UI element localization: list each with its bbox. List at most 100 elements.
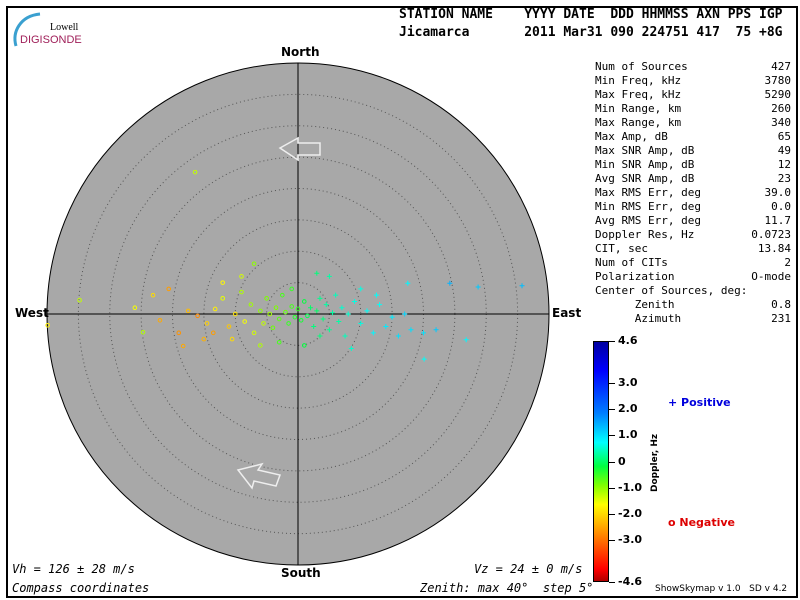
source-point-positive — [364, 308, 370, 314]
source-point-negative — [267, 311, 273, 317]
source-point-negative — [248, 302, 254, 307]
stat-row: Min Freq, kHz 3780 — [595, 74, 791, 88]
stat-value: 11.7 — [764, 214, 792, 227]
stat-label: Num of CITs — [595, 256, 668, 269]
digisonde-logo: Lowell DIGISONDE — [13, 12, 82, 47]
stat-row: Max Range, km 340 — [595, 116, 791, 130]
stat-row: Avg RMS Err, deg 11.7 — [595, 214, 791, 228]
stat-row: Max Amp, dB 65 — [595, 130, 791, 144]
source-point-positive — [447, 280, 453, 286]
stat-row: Center of Sources, deg: — [595, 284, 791, 298]
source-point-positive — [336, 319, 342, 325]
source-point-positive — [405, 280, 411, 286]
source-point-negative — [239, 289, 244, 295]
colorbar-tick-mark — [609, 487, 615, 489]
legend-positive: + Positive — [668, 396, 731, 409]
stat-row: Num of Sources 427 — [595, 60, 791, 74]
source-point-positive — [326, 327, 332, 333]
stat-row: CIT, sec 13.84 — [595, 242, 791, 256]
stat-value: 13.84 — [757, 242, 791, 255]
source-point-negative — [258, 343, 263, 348]
source-point-positive — [370, 330, 376, 336]
colorbar-tick: 0 — [618, 454, 626, 468]
source-point-negative — [232, 311, 238, 317]
stat-label: Polarization — [595, 270, 675, 283]
source-point-negative — [226, 324, 232, 329]
stat-value: 12 — [777, 158, 791, 171]
stat-label: Center of Sources, deg: — [595, 284, 748, 297]
stat-value: 39.0 — [764, 186, 792, 199]
colorbar-tick: -1.0 — [618, 480, 643, 494]
source-point-negative — [45, 322, 50, 328]
stat-row: Num of CITs 2 — [595, 256, 791, 270]
legend-negative: o Negative — [668, 516, 736, 529]
colorbar-tick-mark — [609, 513, 615, 515]
source-point-positive — [345, 311, 351, 317]
svg-text:DIGISONDE: DIGISONDE — [20, 34, 82, 46]
source-point-positive — [373, 292, 379, 298]
source-point-negative — [276, 316, 282, 322]
stat-value: 0.8 — [771, 298, 791, 311]
svg-text:Lowell: Lowell — [50, 22, 79, 33]
label-north: North — [281, 45, 320, 59]
stat-row: Avg SNR Amp, dB 23 — [595, 172, 791, 186]
velocity-arrow-icon — [278, 136, 321, 162]
source-point-negative — [77, 297, 82, 303]
source-point-negative — [295, 306, 301, 312]
stat-label: Doppler Res, Hz — [595, 228, 695, 241]
header-values: Jicamarca 2011 Mar31 090 224751 417 75 +… — [399, 25, 783, 40]
colorbar-tick: -4.6 — [618, 575, 643, 588]
colorbar-tick-mark — [609, 582, 615, 583]
source-point-positive — [463, 337, 469, 343]
source-point-positive — [311, 324, 317, 330]
source-point-negative — [192, 169, 198, 175]
colorbar-tick: -3.0 — [618, 533, 643, 547]
stat-value: 49 — [777, 144, 791, 157]
stat-label: Zenith — [595, 298, 675, 311]
source-point-negative — [258, 308, 263, 314]
source-point-positive — [402, 311, 408, 317]
source-point-positive — [377, 302, 383, 308]
source-point-positive — [475, 284, 481, 290]
stat-value: 2 — [784, 256, 791, 269]
source-point-negative — [195, 313, 200, 319]
source-point-negative — [301, 343, 307, 348]
stat-value: 5290 — [764, 88, 792, 101]
source-point-negative — [204, 321, 210, 326]
source-point-negative — [239, 274, 244, 279]
stat-label: Max Amp, dB — [595, 130, 668, 143]
source-point-negative — [292, 314, 298, 320]
source-point-negative — [220, 280, 225, 285]
stat-value: 23 — [777, 172, 791, 185]
source-point-negative — [289, 304, 295, 309]
stat-row: Max SNR Amp, dB 49 — [595, 144, 791, 158]
source-point-negative — [251, 261, 257, 267]
source-point-negative — [166, 286, 172, 292]
colorbar-tick-mark — [609, 341, 615, 342]
source-point-negative — [276, 339, 282, 345]
coordinate-system: Compass coordinates — [12, 581, 150, 595]
source-point-positive — [314, 270, 320, 276]
colorbar-tick: -2.0 — [618, 506, 643, 520]
stat-label: Min Range, km — [595, 102, 682, 115]
colorbar-tick-mark — [609, 409, 615, 411]
stat-value: 427 — [771, 60, 791, 73]
colorbar-tick: 1.0 — [618, 428, 638, 442]
colorbar-tick-mark — [609, 435, 615, 437]
stat-value: 340 — [771, 116, 791, 129]
source-point-positive — [308, 305, 314, 311]
source-point-positive — [421, 330, 426, 336]
colorbar-tick: 2.0 — [618, 402, 638, 416]
source-point-positive — [358, 320, 364, 326]
colorbar-label: Doppler, Hz — [650, 433, 660, 492]
source-point-positive — [314, 308, 320, 314]
stat-row: Polarization O-mode — [595, 270, 791, 284]
source-point-negative — [280, 292, 285, 298]
source-point-negative — [273, 305, 279, 311]
stat-label: Min Freq, kHz — [595, 74, 682, 87]
source-point-negative — [210, 330, 216, 336]
stat-label: Avg RMS Err, deg — [595, 214, 701, 227]
stat-value: 260 — [771, 102, 791, 115]
source-point-positive — [317, 295, 323, 301]
